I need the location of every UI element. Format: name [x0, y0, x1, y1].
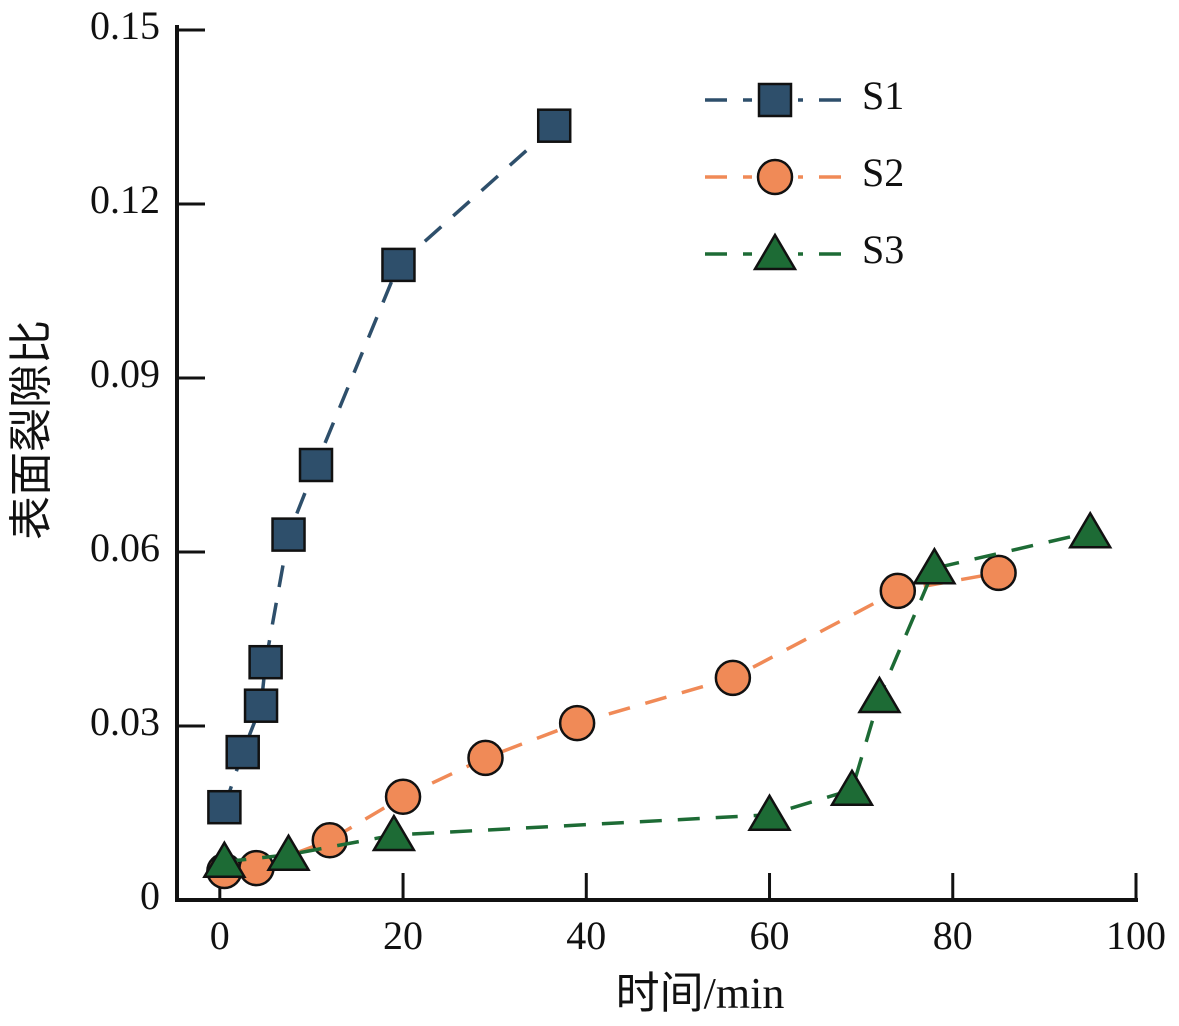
data-point [912, 546, 957, 585]
x-tick-label: 40 [566, 913, 606, 958]
legend-marker [756, 158, 794, 196]
data-point [202, 840, 247, 878]
data-point [311, 822, 349, 859]
series-line [222, 124, 556, 808]
x-tick-label: 0 [210, 913, 230, 958]
data-point [829, 768, 875, 807]
data-point [747, 793, 792, 831]
legend-label: S2 [862, 150, 904, 195]
data-point [266, 833, 311, 872]
data-point [384, 778, 422, 816]
y-tick-label: 0 [140, 873, 160, 918]
y-tick-label: 0.12 [90, 177, 160, 222]
legend-marker [757, 82, 793, 118]
y-tick-label: 0.09 [90, 351, 160, 396]
data-point [225, 734, 260, 770]
x-tick-label: 80 [933, 913, 973, 958]
data-point [857, 675, 902, 714]
data-point [248, 644, 283, 680]
x-tick-label: 100 [1106, 913, 1166, 958]
y-tick-label: 0.06 [90, 525, 160, 570]
legend-label: S1 [862, 73, 904, 118]
legend-label: S3 [862, 227, 904, 272]
data-point [271, 517, 306, 552]
legend-marker [752, 232, 798, 271]
x-tick-label: 60 [750, 913, 790, 958]
data-point [980, 554, 1017, 592]
data-point [243, 688, 279, 723]
data-point [879, 572, 917, 610]
data-point [714, 659, 752, 697]
x-axis-label: 时间/min [616, 969, 785, 1018]
data-point [371, 813, 417, 852]
y-tick-label: 0.15 [90, 3, 160, 48]
y-tick-label: 0.03 [90, 699, 160, 744]
x-tick-label: 20 [383, 913, 423, 958]
data-point [298, 447, 334, 483]
data-point [536, 108, 572, 143]
data-point [1068, 510, 1113, 549]
data-point [381, 247, 416, 283]
data-point [558, 704, 596, 742]
y-axis-label: 表面裂隙比 [7, 320, 56, 540]
series-line [224, 530, 1091, 864]
data-point [467, 739, 504, 777]
data-point [207, 789, 242, 825]
